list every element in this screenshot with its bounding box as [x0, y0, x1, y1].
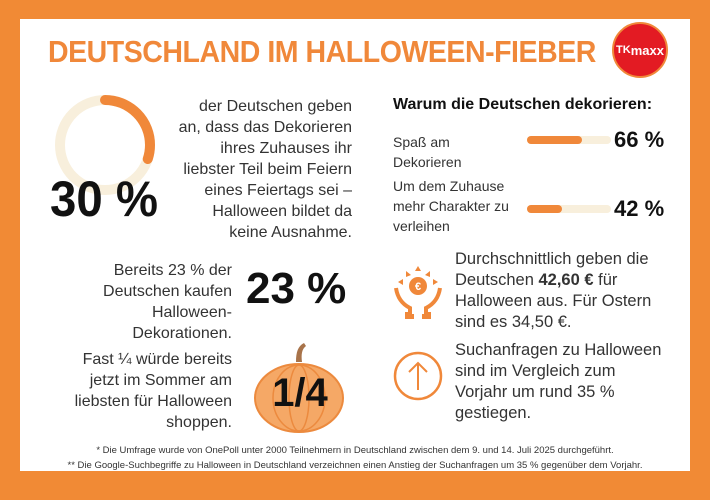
text-line-inner: Halloween- [151, 304, 232, 321]
footnote-1: * Die Umfrage wurde von OnePoll unter 20… [96, 445, 614, 456]
text-line: Halloween aus. Für Ostern [455, 292, 652, 310]
text-line: Suchanfragen zu Halloween [455, 341, 662, 359]
text-line: sind es 34,50 €. [455, 313, 572, 331]
why-label-1: Spaß am Dekorieren [393, 132, 461, 172]
text-line: keine Ausnahme. [172, 222, 352, 243]
text-line-inner: liebster Teil beim Feiern [183, 161, 352, 178]
tkmaxx-logo: TK maxx [612, 22, 668, 78]
donut-fill [55, 95, 155, 195]
text-line: jetzt im Sommer am [40, 370, 232, 391]
text-line: Bereits 23 % der [60, 260, 232, 281]
stat-30-value: 30 % [50, 171, 158, 227]
spending-text: Durchschnittlich geben die Deutschen 42,… [455, 249, 651, 333]
text-line-inner: shoppen. [166, 414, 232, 431]
text-line-inner: Dekorationen. [132, 325, 232, 342]
why-bar-track-2 [527, 205, 611, 213]
text-line: gestiegen. [455, 404, 532, 422]
text-line: Durchschnittlich geben die [455, 250, 649, 268]
infographic-panel [20, 19, 690, 471]
text-line-inner: ihres Zuhauses ihr [220, 140, 352, 157]
text-line-inner: Deutschen kaufen [103, 283, 232, 300]
text-line: Halloween bildet da [172, 201, 352, 222]
stat-quarter-text: Fast ¼ würde bereits jetzt im Sommer am … [40, 349, 232, 433]
search-text: Suchanfragen zu Halloween sind im Vergle… [455, 340, 661, 424]
spending-amount: 42,60 € [538, 271, 594, 289]
text-line: Spaß am [393, 134, 450, 150]
page-title: DEUTSCHLAND IM HALLOWEEN-FIEBER [48, 34, 596, 69]
donut-chart-30 [55, 95, 155, 195]
stat-quarter-value: 1/4 [272, 371, 328, 415]
text-line-inner: Halloween bildet da [212, 203, 352, 220]
text-line: liebster Teil beim Feiern [172, 159, 352, 180]
text-line-inner: keine Ausnahme. [229, 224, 352, 241]
text-line: sind im Vergleich zum [455, 362, 616, 380]
text-line: an, dass das Dekorieren [172, 117, 352, 138]
text-line-inner: der Deutschen geben [199, 98, 352, 115]
money-hands-icon: € [394, 266, 442, 319]
text-line: Fast ¼ würde bereits [40, 349, 232, 370]
why-value-2: 42 % [614, 196, 665, 221]
text-line-inner: Fast ¼ würde bereits [82, 351, 232, 368]
text-line-inner: liebsten für Halloween [74, 393, 232, 410]
stat-30-text: der Deutschen geben an, dass das Dekorie… [172, 96, 352, 243]
text-line: der Deutschen geben [172, 96, 352, 117]
footnote-2: ** Die Google-Suchbegriffe zu Halloween … [67, 460, 643, 471]
svg-text:€: € [415, 281, 421, 293]
why-value-1: 66 % [614, 127, 665, 152]
why-bar-fill-1 [527, 136, 583, 144]
why-bar-track-1 [527, 136, 611, 144]
text-line: Vorjahr um rund 35 % [455, 383, 615, 401]
text-line-inner: eines Feiertags sei – [204, 182, 352, 199]
text-line: Halloween- [60, 302, 232, 323]
text-line: shoppen. [40, 412, 232, 433]
text-line: Dekorieren [393, 154, 462, 170]
text-line: mehr Charakter zu [393, 198, 509, 214]
text-line-inner: an, dass das Dekorieren [178, 119, 352, 136]
why-bar-fill-2 [527, 205, 563, 213]
text-line: verleihen [393, 218, 450, 234]
text-part: für [593, 271, 618, 289]
why-heading: Warum die Deutschen dekorieren: [393, 96, 653, 113]
text-part: Deutschen [455, 271, 539, 289]
text-line: liebsten für Halloween [40, 391, 232, 412]
pumpkin-icon [254, 343, 344, 433]
stat-23-text: Bereits 23 % der Deutschen kaufen Hallow… [60, 260, 232, 344]
stat-23-value: 23 % [246, 264, 347, 313]
text-line: Dekorationen. [60, 323, 232, 344]
text-line-inner: jetzt im Sommer am [89, 372, 232, 389]
text-line: eines Feiertags sei – [172, 180, 352, 201]
text-line-inner: Bereits 23 % der [113, 262, 232, 279]
text-line: ihres Zuhauses ihr [172, 138, 352, 159]
text-line: Deutschen 42,60 € für [455, 270, 651, 291]
text-line: Deutschen kaufen [60, 281, 232, 302]
text-line: Um dem Zuhause [393, 178, 505, 194]
arrow-up-circle-icon [393, 351, 443, 401]
why-label-2: Um dem Zuhause mehr Charakter zu verleih… [393, 176, 509, 236]
